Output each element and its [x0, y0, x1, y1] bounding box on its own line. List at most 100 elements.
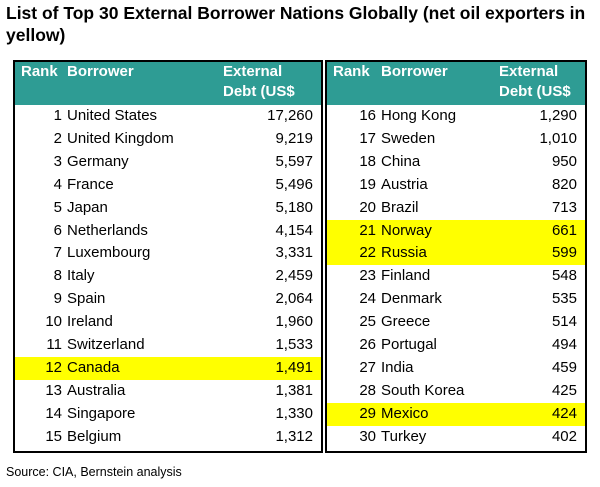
external-debt-cell: 1,010 [539, 129, 577, 147]
table-row: 28 South Korea 425 [327, 380, 585, 403]
external-debt-cell: 1,960 [275, 313, 313, 331]
external-debt-cell: 950 [551, 152, 577, 170]
external-debt-cell: 5,597 [275, 152, 313, 170]
table-row: 14 Singapore 1,330 [15, 403, 321, 426]
rank-cell: 13 [45, 381, 62, 399]
borrower-cell: Luxembourg [67, 244, 151, 262]
left-debt-table: Rank Borrower External Debt (US$ 1 United… [15, 62, 321, 449]
rank-cell: 5 [53, 198, 62, 216]
rank-cell: 6 [53, 221, 62, 239]
table-row: 16 Hong Kong 1,290 [327, 105, 585, 128]
table-row: 5 Japan 5,180 [15, 197, 321, 220]
borrower-cell: Switzerland [67, 336, 145, 354]
rank-cell: 11 [46, 336, 62, 354]
left-table-header-row: Rank Borrower External Debt (US$ [15, 62, 321, 105]
table-row: 7 Luxembourg 3,331 [15, 242, 321, 265]
borrower-cell: Belgium [67, 427, 122, 445]
borrower-cell: Russia [381, 242, 491, 266]
external-debt-cell: 820 [551, 175, 577, 193]
table-row: 18 China 950 [327, 151, 585, 174]
borrower-cell: Denmark [381, 290, 442, 308]
table-row: 22 Russia 599 [327, 242, 585, 266]
table-row: 4 France 5,496 [15, 174, 321, 197]
borrower-cell: Portugal [381, 336, 437, 354]
right-table-panel: Rank Borrower External Debt (US$ 16 Hong … [327, 62, 585, 449]
borrower-header: Borrower [381, 62, 491, 105]
rank-header: Rank [327, 62, 381, 105]
rank-cell: 16 [359, 107, 376, 124]
table-row: 26 Portugal 494 [327, 334, 585, 357]
borrower-cell: Mexico [381, 402, 491, 426]
chart-title: List of Top 30 External Borrower Nations… [6, 3, 586, 45]
rank-cell: 23 [359, 267, 376, 285]
external-debt-cell: 4,154 [275, 221, 313, 239]
borrower-cell: China [381, 152, 421, 170]
rank-cell: 28 [359, 381, 376, 399]
external-debt-cell: 661 [491, 219, 585, 243]
borrower-cell: Netherlands [67, 221, 148, 239]
table-row: 3 Germany 5,597 [15, 151, 321, 174]
table-row: 6 Netherlands 4,154 [15, 220, 321, 243]
table-row: 19 Austria 820 [327, 174, 585, 197]
borrower-cell: Turkey [381, 427, 427, 445]
rank-cell: 4 [53, 175, 62, 193]
table-row: 25 Greece 514 [327, 311, 585, 334]
table-row: 13 Australia 1,381 [15, 380, 321, 403]
rank-cell: 10 [45, 313, 62, 331]
left-table-body: 1 United States 17,260 2 United Kingdom 9,219… [15, 105, 321, 449]
rank-cell: 20 [359, 198, 376, 216]
rank-cell: 24 [359, 290, 376, 308]
borrower-cell: Finland [381, 267, 431, 285]
borrower-cell: Hong Kong [381, 107, 457, 124]
table-row: 29 Mexico 424 [327, 402, 585, 426]
external-debt-header-line2: Debt (US$ [499, 83, 571, 100]
rank-cell: 30 [359, 427, 376, 445]
table-row: 15 Belgium 1,312 [15, 426, 321, 449]
borrower-cell: Germany [67, 152, 129, 170]
source-note: Source: CIA, Bernstein analysis [6, 465, 182, 479]
table-row: 21 Norway 661 [327, 219, 585, 243]
table-row: 30 Turkey 402 [327, 426, 585, 449]
borrower-cell: South Korea [381, 381, 465, 399]
left-table-frame [13, 60, 323, 453]
rank-cell: 2 [53, 129, 62, 147]
table-row: 11 Switzerland 1,533 [15, 334, 321, 357]
table-row: 23 Finland 548 [327, 265, 585, 288]
rank-cell: 25 [359, 313, 376, 331]
external-debt-cell: 1,381 [275, 381, 313, 399]
table-row: 8 Italy 2,459 [15, 265, 321, 288]
table-row: 12 Canada 1,491 [15, 356, 321, 380]
rank-cell: 12 [15, 356, 67, 380]
borrower-cell: Greece [381, 313, 431, 331]
borrower-cell: France [67, 175, 114, 193]
external-debt-cell: 713 [551, 198, 577, 216]
rank-header: Rank [15, 62, 67, 105]
external-debt-cell: 1,533 [275, 336, 313, 354]
external-debt-header-line1: External [499, 63, 559, 80]
borrower-cell: Norway [381, 219, 491, 243]
borrower-cell: Ireland [67, 313, 113, 331]
borrower-cell: Japan [67, 198, 108, 216]
borrower-cell: India [381, 358, 414, 376]
external-debt-cell: 514 [551, 313, 577, 331]
external-debt-cell: 17,260 [267, 107, 313, 124]
table-row: 2 United Kingdom 9,219 [15, 128, 321, 151]
external-debt-cell: 424 [491, 402, 585, 426]
borrower-header: Borrower [67, 62, 209, 105]
right-debt-table: Rank Borrower External Debt (US$ 16 Hong … [327, 62, 585, 449]
external-debt-cell: 599 [491, 242, 585, 266]
borrower-cell: United Kingdom [67, 129, 174, 147]
rank-cell: 21 [327, 219, 381, 243]
rank-cell: 9 [53, 290, 62, 308]
rank-cell: 15 [45, 427, 62, 445]
table-row: 24 Denmark 535 [327, 288, 585, 311]
rank-cell: 29 [327, 402, 381, 426]
rank-cell: 3 [53, 152, 62, 170]
external-debt-cell: 425 [551, 381, 577, 399]
external-debt-cell: 402 [551, 427, 577, 445]
external-debt-cell: 535 [551, 290, 577, 308]
external-debt-header-line1: External [223, 63, 283, 80]
external-debt-cell: 1,312 [275, 427, 313, 445]
right-table-header-row: Rank Borrower External Debt (US$ [327, 62, 585, 105]
table-row: 27 India 459 [327, 357, 585, 380]
